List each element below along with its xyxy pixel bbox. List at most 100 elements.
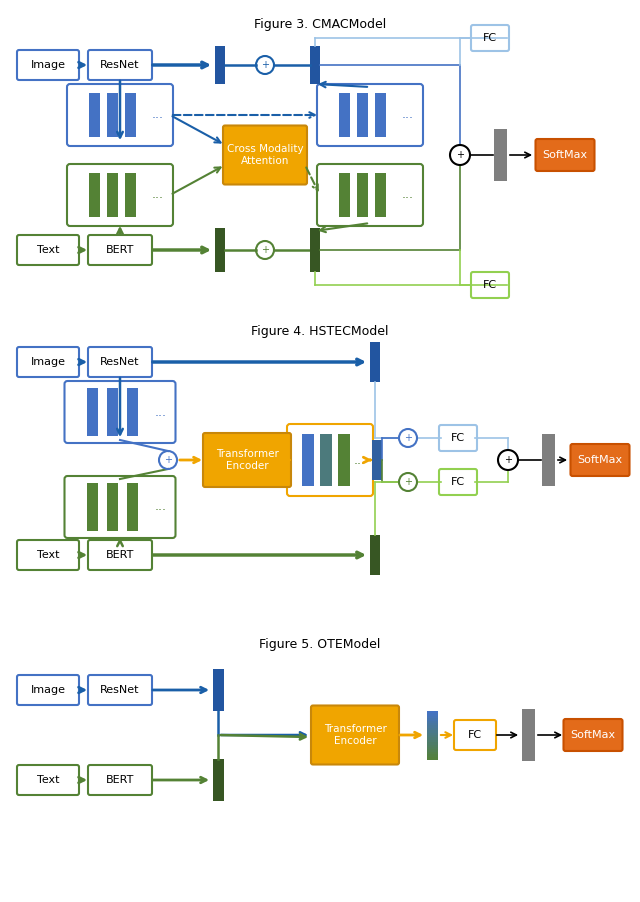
Bar [374, 93, 385, 137]
Text: Image: Image [31, 357, 65, 367]
FancyBboxPatch shape [88, 347, 152, 377]
Bar [426, 725, 438, 728]
Bar [426, 723, 438, 726]
Bar [426, 711, 438, 713]
FancyBboxPatch shape [88, 50, 152, 80]
FancyBboxPatch shape [570, 444, 630, 476]
Text: +: + [404, 433, 412, 443]
FancyBboxPatch shape [17, 50, 79, 80]
Bar [212, 669, 223, 711]
Bar [426, 732, 438, 735]
Text: ...: ... [152, 189, 164, 201]
Text: +: + [261, 245, 269, 255]
FancyBboxPatch shape [287, 424, 373, 496]
FancyBboxPatch shape [439, 425, 477, 451]
Text: Transformer
Encoder: Transformer Encoder [324, 724, 387, 746]
Text: ResNet: ResNet [100, 357, 140, 367]
Bar [372, 440, 382, 480]
Bar [426, 731, 438, 733]
Text: FC: FC [483, 33, 497, 43]
FancyBboxPatch shape [536, 139, 595, 171]
FancyBboxPatch shape [471, 25, 509, 51]
Bar [106, 483, 118, 531]
Bar [426, 744, 438, 748]
Text: ...: ... [402, 189, 414, 201]
Text: +: + [164, 455, 172, 465]
Text: Text: Text [36, 245, 60, 255]
FancyBboxPatch shape [439, 469, 477, 495]
Text: BERT: BERT [106, 245, 134, 255]
Text: FC: FC [451, 477, 465, 487]
FancyBboxPatch shape [65, 476, 175, 538]
Text: BERT: BERT [106, 550, 134, 560]
Bar [125, 173, 136, 217]
Bar [86, 483, 97, 531]
Bar [493, 129, 506, 181]
Text: FC: FC [483, 280, 497, 290]
FancyBboxPatch shape [88, 675, 152, 705]
FancyBboxPatch shape [317, 164, 423, 226]
Bar [215, 228, 225, 272]
Bar [426, 735, 438, 738]
Bar [88, 173, 99, 217]
FancyBboxPatch shape [203, 433, 291, 487]
Text: ...: ... [354, 454, 366, 466]
Bar [426, 742, 438, 745]
Bar [106, 93, 118, 137]
FancyBboxPatch shape [563, 719, 623, 751]
FancyBboxPatch shape [88, 540, 152, 570]
FancyBboxPatch shape [311, 705, 399, 765]
Text: ResNet: ResNet [100, 60, 140, 70]
Text: ...: ... [152, 108, 164, 122]
Bar [215, 46, 225, 84]
Text: SoftMax: SoftMax [570, 730, 616, 740]
Text: +: + [261, 60, 269, 70]
Bar [320, 434, 332, 486]
Bar [541, 434, 554, 486]
Bar [86, 388, 97, 436]
Bar [426, 718, 438, 721]
Bar [370, 535, 380, 575]
Bar [302, 434, 314, 486]
Text: SoftMax: SoftMax [543, 150, 588, 160]
Text: +: + [404, 477, 412, 487]
Bar [370, 342, 380, 382]
Bar [310, 46, 320, 84]
Bar [106, 388, 118, 436]
Bar [426, 728, 438, 731]
Bar [310, 228, 320, 272]
Bar [125, 93, 136, 137]
Text: ResNet: ResNet [100, 685, 140, 695]
Text: +: + [456, 150, 464, 160]
FancyBboxPatch shape [17, 765, 79, 795]
Bar [339, 93, 349, 137]
FancyBboxPatch shape [17, 235, 79, 265]
Text: Image: Image [31, 60, 65, 70]
Text: FC: FC [451, 433, 465, 443]
Bar [212, 759, 223, 801]
Bar [338, 434, 350, 486]
FancyBboxPatch shape [88, 765, 152, 795]
Text: Figure 4. HSTECModel: Figure 4. HSTECModel [252, 325, 388, 338]
Bar [88, 93, 99, 137]
Text: SoftMax: SoftMax [577, 455, 623, 465]
Text: FC: FC [468, 730, 482, 740]
Text: Text: Text [36, 550, 60, 560]
Bar [127, 388, 138, 436]
Bar [522, 709, 534, 761]
Bar [356, 173, 367, 217]
FancyBboxPatch shape [454, 720, 496, 750]
FancyBboxPatch shape [17, 347, 79, 377]
Bar [426, 721, 438, 723]
Bar [426, 750, 438, 752]
Bar [426, 738, 438, 741]
Text: Text: Text [36, 775, 60, 785]
Text: ...: ... [402, 108, 414, 122]
Text: Figure 3. CMACModel: Figure 3. CMACModel [254, 18, 386, 31]
FancyBboxPatch shape [88, 235, 152, 265]
Text: +: + [504, 455, 512, 465]
FancyBboxPatch shape [67, 164, 173, 226]
FancyBboxPatch shape [67, 84, 173, 146]
FancyBboxPatch shape [317, 84, 423, 146]
Bar [426, 747, 438, 750]
